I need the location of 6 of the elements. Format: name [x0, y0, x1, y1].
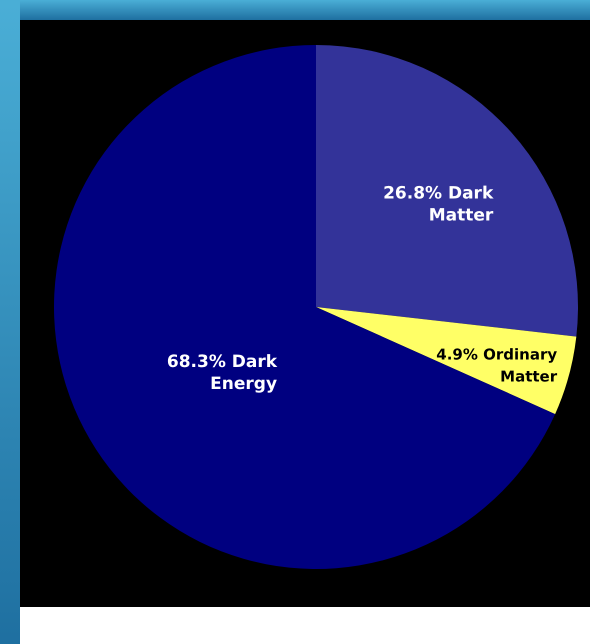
pie-slice [54, 45, 556, 569]
slice-label: 68.3% Dark Energy [166, 352, 278, 394]
slice-label: 26.8% Dark Matter [383, 183, 494, 226]
pie-slice [316, 307, 576, 414]
slice-label: 4.9% Ordinary Matter [436, 346, 558, 386]
pie-slice [316, 45, 578, 337]
